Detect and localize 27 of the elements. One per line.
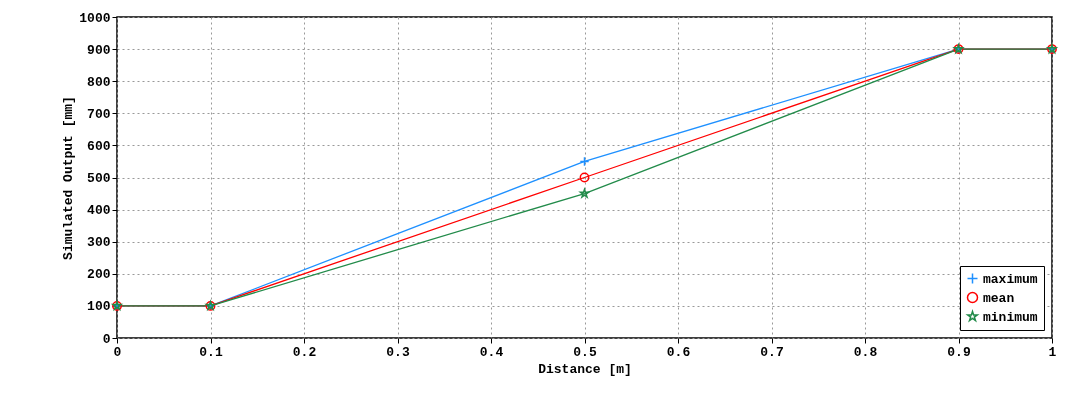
y-tick-label: 600 — [87, 138, 111, 154]
x-tick-label: 0.7 — [760, 344, 784, 360]
x-axis-title: Distance [m] — [538, 361, 632, 377]
y-tick-label: 400 — [87, 203, 111, 219]
legend-label: maximum — [983, 271, 1038, 287]
y-tick-label: 900 — [87, 42, 111, 58]
y-tick-label: 800 — [87, 74, 111, 90]
legend-label: mean — [983, 290, 1015, 306]
y-tick-label: 200 — [87, 267, 111, 283]
x-tick-label: 0.6 — [666, 344, 691, 360]
y-tick-label: 500 — [87, 171, 111, 186]
y-axis-title: Simulated Output [mm] — [61, 96, 77, 260]
y-tick-label: 700 — [87, 106, 111, 122]
x-tick-label: 0.1 — [199, 344, 223, 360]
x-tick-label: 0 — [113, 344, 122, 360]
legend-label: minimum — [983, 309, 1038, 325]
x-tick-label: 0.9 — [947, 344, 971, 360]
y-tick-label: 100 — [87, 299, 111, 315]
x-tick-label: 0.3 — [386, 344, 410, 360]
x-tick-label: 1 — [1048, 344, 1057, 360]
x-tick-label: 0.8 — [853, 344, 878, 360]
x-tick-label: 0.4 — [479, 344, 504, 360]
x-tick-label: 0.2 — [292, 344, 317, 360]
y-tick-label: 1000 — [79, 10, 111, 26]
y-tick-label: 0 — [102, 331, 111, 347]
x-tick-label: 0.5 — [573, 344, 597, 360]
y-tick-label: 300 — [87, 235, 111, 251]
